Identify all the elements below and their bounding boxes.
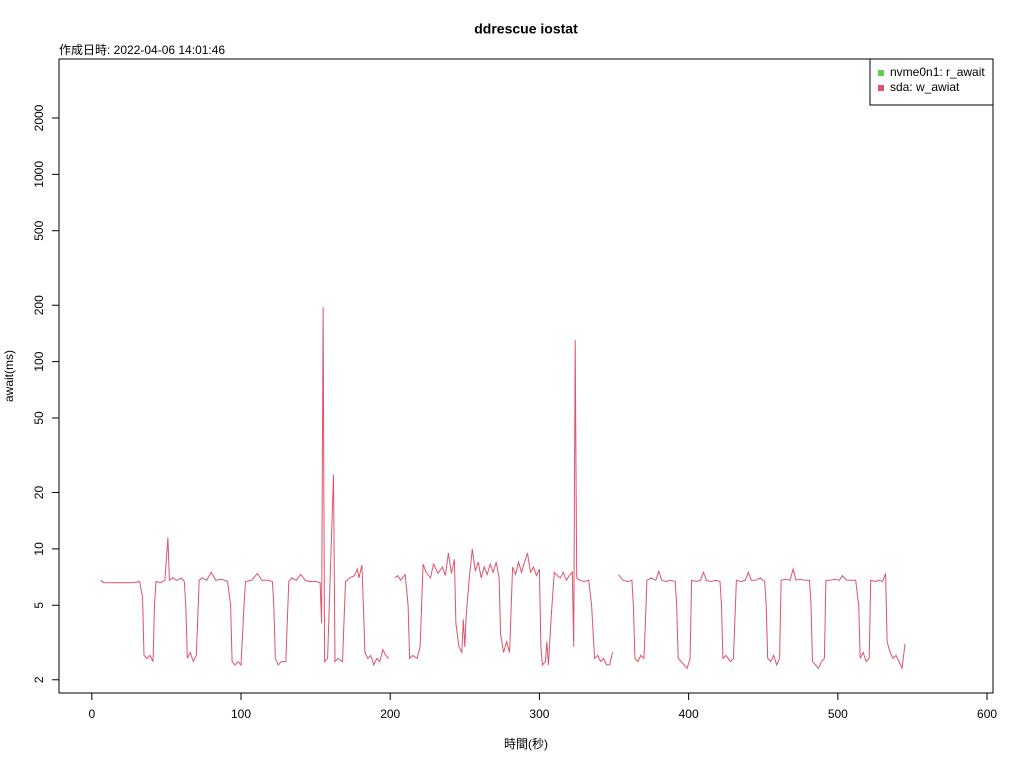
y-tick-label: 2 — [32, 676, 46, 683]
y-tick-label: 200 — [32, 295, 46, 315]
legend-box — [869, 58, 994, 106]
legend-swatch — [878, 70, 884, 76]
x-tick-label: 500 — [828, 707, 848, 721]
x-tick-label: 400 — [679, 707, 699, 721]
chart-title: ddrescue iostat — [474, 21, 578, 37]
y-tick-label: 1000 — [32, 161, 46, 188]
series-line — [100, 307, 906, 671]
legend-label: sda: w_awiat — [890, 80, 960, 94]
y-tick-label: 50 — [32, 411, 46, 425]
x-tick-label: 600 — [977, 707, 997, 721]
x-axis-label: 時間(秒) — [504, 737, 548, 751]
y-tick-label: 500 — [32, 220, 46, 240]
y-tick-label: 10 — [32, 542, 46, 556]
x-tick-label: 100 — [231, 707, 251, 721]
y-tick-label: 2000 — [32, 104, 46, 131]
chart-subtitle: 作成日時: 2022-04-06 14:01:46 — [59, 43, 225, 57]
y-tick-label: 20 — [32, 486, 46, 500]
plot-frame — [58, 58, 994, 694]
x-tick-label: 300 — [529, 707, 549, 721]
x-tick-label: 0 — [88, 707, 95, 721]
legend-label: nvme0n1: r_await — [890, 65, 985, 79]
y-axis-label: await(ms) — [2, 350, 16, 402]
legend-swatch — [878, 85, 884, 91]
y-tick-label: 100 — [32, 351, 46, 371]
x-tick-label: 200 — [380, 707, 400, 721]
y-tick-label: 5 — [32, 602, 46, 609]
